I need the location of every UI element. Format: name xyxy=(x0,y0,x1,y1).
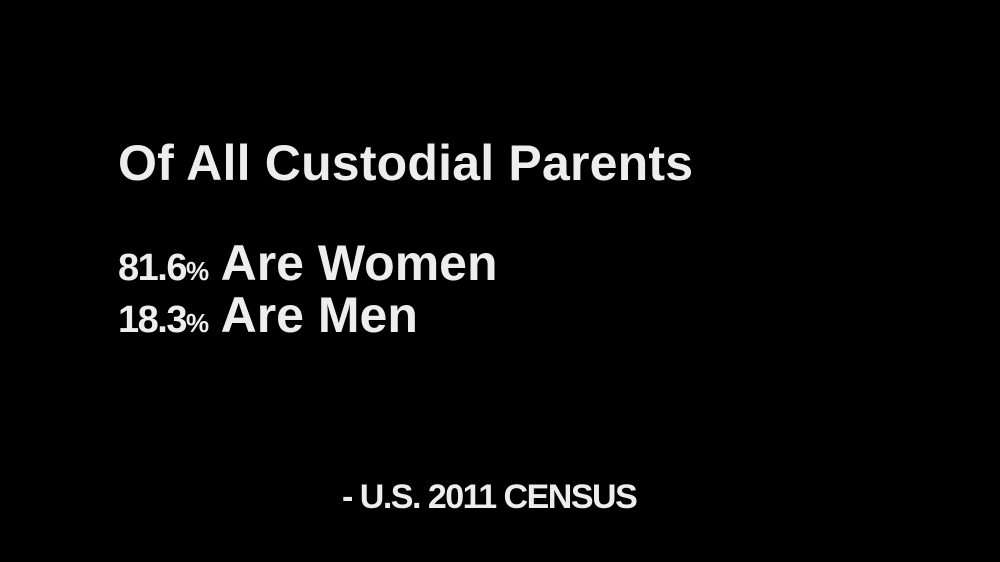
source-citation: - U.S. 2011 CENSUS xyxy=(342,478,638,516)
stat-men: 18.3% Are Men xyxy=(118,290,418,340)
stat-women-label: Are Women xyxy=(220,235,498,291)
stat-men-value: 18.3 xyxy=(118,299,187,341)
stat-men-label: Are Men xyxy=(220,287,418,343)
stat-women-value: 81.6 xyxy=(118,247,187,289)
stat-men-unit: % xyxy=(185,308,209,338)
heading-text: Of All Custodial Parents xyxy=(118,135,694,191)
stat-women: 81.6% Are Women xyxy=(118,238,498,288)
stat-women-unit: % xyxy=(185,256,209,286)
